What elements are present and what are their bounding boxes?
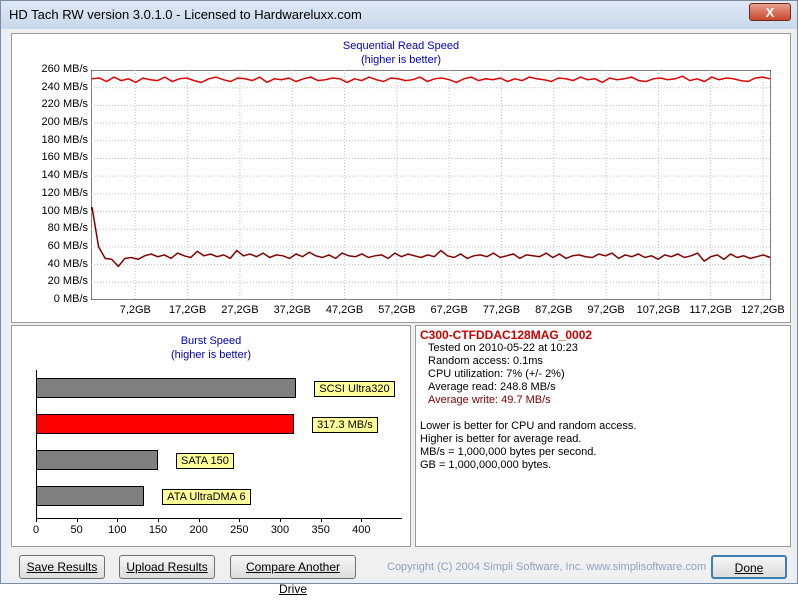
note-gb-def: GB = 1,000,000,000 bytes. — [420, 459, 552, 471]
y-tick-label: 140 MB/s — [41, 169, 88, 182]
burst-chart: SCSI Ultra320 317.3 MB/s SATA 150 ATA Ultra… — [12, 326, 412, 548]
plot-area — [91, 70, 771, 300]
sequential-read-panel: Sequential Read Speed (higher is better)… — [11, 33, 791, 323]
note-mbs-def: MB/s = 1,000,000 bytes per second. — [420, 446, 597, 458]
x-tick-label: 7,2GB — [119, 304, 151, 316]
burst-title: Burst Speed — [180, 335, 242, 347]
burst-tick-label: 350 — [311, 524, 330, 536]
burst-tick-label: 150 — [148, 524, 168, 536]
window-title: HD Tach RW version 3.0.1.0 - Licensed to… — [9, 7, 362, 22]
burst-tick-label: 100 — [108, 524, 127, 536]
x-tick-label: 37,2GB — [273, 304, 311, 316]
burst-subtitle: (higher is better) — [170, 349, 252, 361]
y-tick-label: 240 MB/s — [41, 80, 88, 93]
y-tick-label: 260 MB/s — [41, 63, 88, 75]
note-higher-better: Higher is better for average read. — [420, 433, 582, 445]
burst-bar — [36, 378, 297, 398]
burst-y-axis — [36, 370, 37, 518]
done-label: Done — [734, 561, 764, 575]
x-tick-label: 97,2GB — [587, 304, 625, 316]
drive-info-panel: C300-CTFDDAC128MAG_0002 Tested on 2010-0… — [415, 325, 791, 547]
write-series-line — [91, 206, 771, 268]
y-tick-label: 220 MB/s — [41, 98, 88, 111]
x-tick-label: 17,2GB — [168, 304, 207, 316]
y-tick-label: 20 MB/s — [47, 275, 88, 288]
tested-date: Tested on 2010-05-22 at 10:23 — [428, 342, 578, 354]
burst-tick-mark — [76, 518, 78, 522]
burst-tick-mark — [239, 518, 241, 522]
drive-name: C300-CTFDDAC128MAG_0002 — [420, 328, 593, 342]
x-tick-label: 67,2GB — [430, 304, 468, 316]
y-tick-label: 40 MB/s — [47, 257, 88, 270]
cpu-utilization: CPU utilization: 7% (+/- 2%) — [428, 368, 565, 380]
compare-drive-label: Compare Another Drive — [245, 560, 341, 596]
burst-tick-mark — [361, 518, 363, 522]
x-tick-label: 77,2GB — [482, 304, 521, 316]
burst-tick-mark — [320, 518, 322, 522]
x-tick-label: 127,2GB — [741, 304, 785, 316]
burst-tick-label: 0 — [32, 524, 40, 536]
x-tick-label: 87,2GB — [535, 304, 573, 316]
x-tick-label: 47,2GB — [325, 304, 364, 316]
note-lower-better: Lower is better for CPU and random acces… — [420, 420, 637, 432]
read-series-line — [91, 75, 771, 84]
burst-bar — [36, 450, 158, 470]
average-read: Average read: 248.8 MB/s — [428, 381, 556, 393]
burst-tick-label: 50 — [70, 524, 83, 536]
burst-bar — [36, 414, 295, 434]
burst-bar-label: SATA 150 — [176, 453, 234, 469]
burst-bar-label: SCSI Ultra320 — [314, 381, 395, 397]
y-tick-label: 200 MB/s — [41, 116, 88, 129]
client-area: Sequential Read Speed (higher is better)… — [7, 29, 793, 596]
burst-tick-label: 250 — [230, 524, 249, 536]
burst-x-axis — [36, 518, 402, 519]
y-tick-label: 80 MB/s — [47, 222, 88, 235]
average-write: Average write: 49.7 MB/s — [428, 394, 551, 406]
random-access: Random access: 0.1ms — [428, 355, 543, 367]
burst-bar-label: ATA UltraDMA 6 — [162, 489, 251, 505]
burst-tick-mark — [117, 518, 119, 522]
burst-speed-panel: Burst Speed (higher is better) SCSI Ultr… — [11, 325, 411, 547]
seq-chart-title: Sequential Read Speed — [342, 40, 460, 52]
x-tick-label: 57,2GB — [378, 304, 416, 316]
y-tick-label: 160 MB/s — [41, 151, 88, 164]
y-tick-label: 180 MB/s — [41, 133, 88, 146]
copyright-text: Copyright (C) 2004 Simpli Software, Inc.… — [387, 561, 707, 573]
burst-tick-label: 200 — [189, 524, 208, 536]
burst-tick-mark — [36, 518, 37, 522]
close-button[interactable]: X — [749, 3, 791, 21]
sequential-read-chart — [91, 70, 771, 300]
seq-chart-subtitle: (higher is better) — [360, 54, 442, 66]
burst-tick-label: 400 — [352, 524, 371, 536]
done-button[interactable]: Done — [711, 555, 787, 579]
y-tick-label: 120 MB/s — [41, 186, 88, 199]
x-tick-label: 27,2GB — [221, 304, 259, 316]
burst-tick-mark — [280, 518, 281, 522]
upload-results-label: Upload Results — [126, 560, 208, 574]
compare-drive-button[interactable]: Compare Another Drive — [230, 555, 356, 596]
save-results-button[interactable]: Save Results — [19, 555, 105, 579]
y-tick-label: 100 MB/s — [41, 204, 88, 217]
burst-tick-mark — [158, 518, 159, 522]
save-results-label: Save Results — [26, 560, 98, 574]
y-tick-label: 0 MB/s — [53, 293, 88, 305]
title-bar: HD Tach RW version 3.0.1.0 - Licensed to… — [1, 1, 797, 29]
upload-results-button[interactable]: Upload Results — [119, 555, 215, 579]
burst-tick-mark — [198, 518, 200, 522]
x-tick-label: 117,2GB — [689, 304, 732, 316]
x-tick-label: 107,2GB — [636, 304, 681, 316]
y-tick-label: 60 MB/s — [47, 239, 88, 252]
burst-bar — [36, 486, 145, 506]
burst-bar-label: 317.3 MB/s — [312, 417, 378, 433]
burst-tick-label: 300 — [270, 524, 290, 536]
